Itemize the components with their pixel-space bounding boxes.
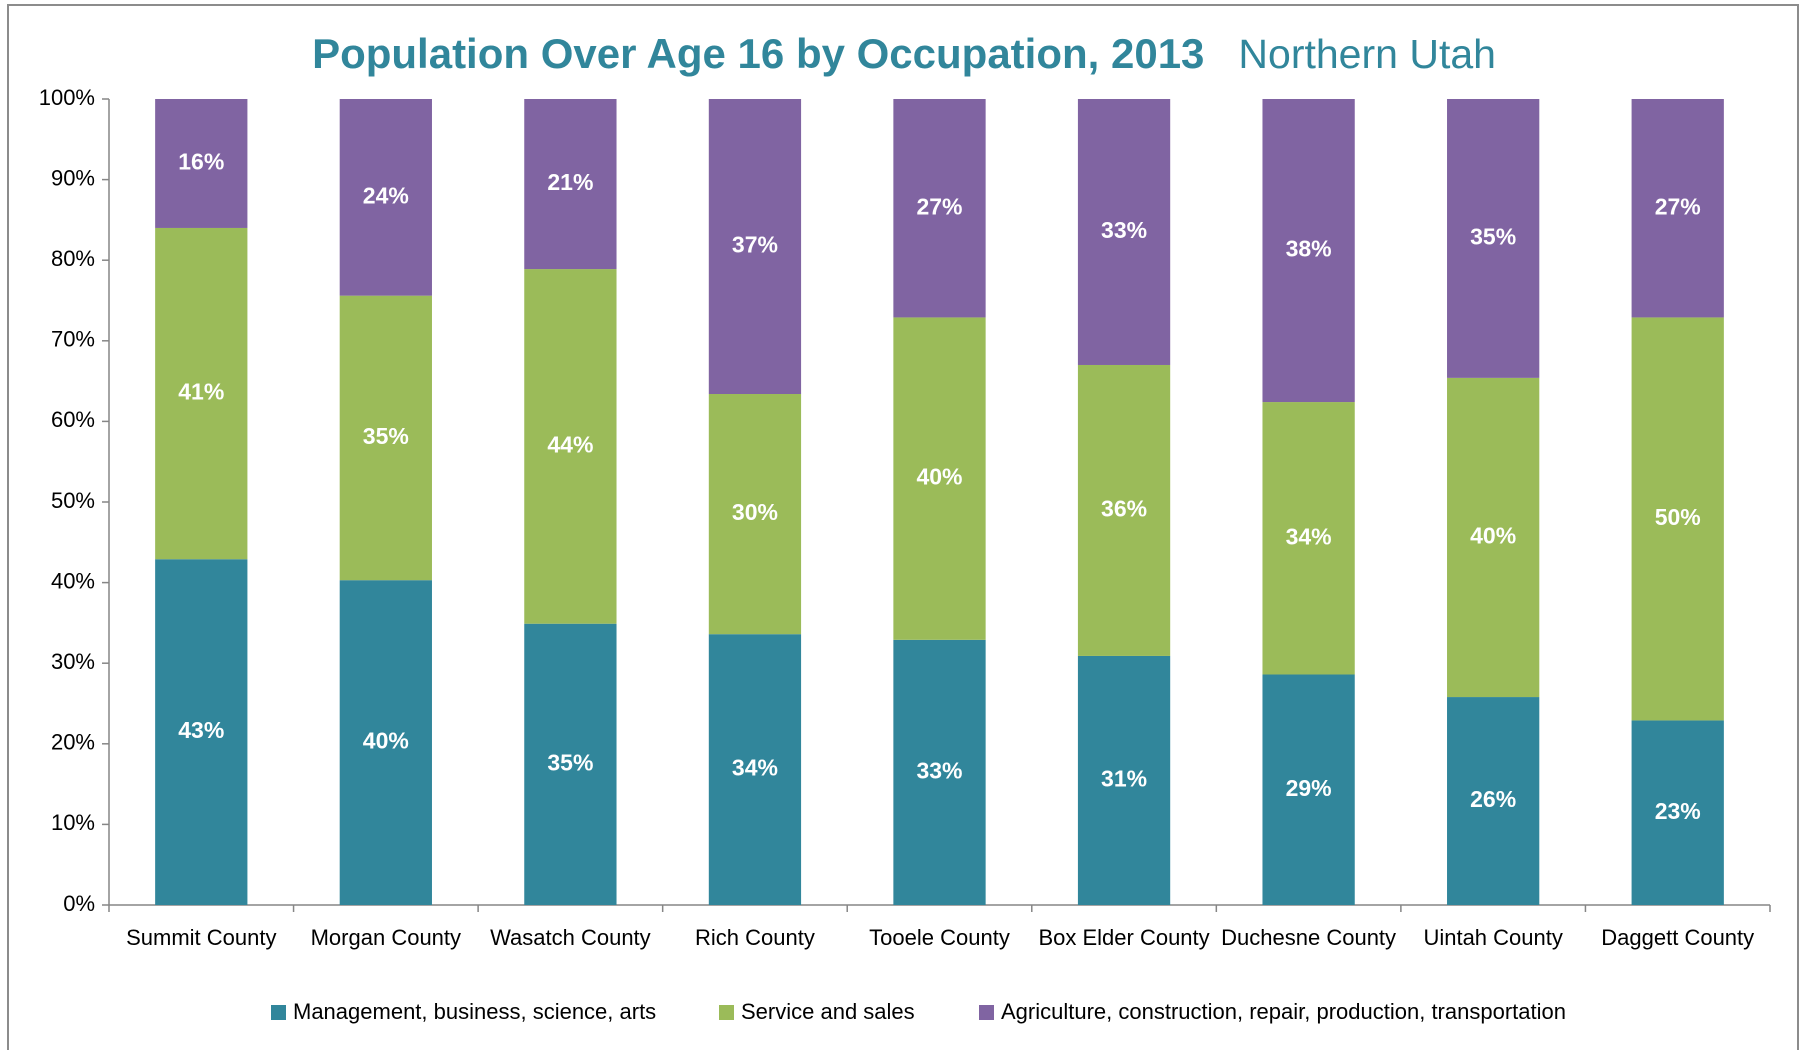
data-label: 29%: [1286, 775, 1332, 801]
data-label: 40%: [916, 464, 962, 490]
x-tick-label: Daggett County: [1601, 925, 1754, 950]
data-label: 40%: [1470, 523, 1516, 549]
legend-swatch: [719, 1005, 734, 1020]
x-tick-label: Box Elder County: [1038, 925, 1209, 950]
x-tick-label: Summit County: [126, 925, 276, 950]
y-tick-label: 40%: [51, 568, 95, 593]
y-tick-label: 90%: [51, 165, 95, 190]
data-label: 40%: [363, 728, 409, 754]
data-label: 24%: [363, 182, 409, 208]
data-label: 34%: [1286, 523, 1332, 549]
data-label: 37%: [732, 232, 778, 258]
legend-swatch: [979, 1005, 994, 1020]
data-label: 38%: [1286, 236, 1332, 262]
x-tick-label: Wasatch County: [490, 925, 651, 950]
x-tick-label: Uintah County: [1423, 925, 1562, 950]
data-label: 34%: [732, 755, 778, 781]
x-tick-label: Duchesne County: [1221, 925, 1396, 950]
data-label: 35%: [363, 423, 409, 449]
bar-segment: [524, 623, 617, 905]
bar-segment: [155, 559, 248, 905]
y-tick-label: 50%: [51, 488, 95, 513]
bar-segment: [1631, 99, 1724, 318]
data-label: 36%: [1101, 496, 1147, 522]
bar-segment: [1262, 402, 1355, 675]
data-label: 27%: [916, 193, 962, 219]
chart-title-group: Population Over Age 16 by Occupation, 20…: [312, 30, 1496, 77]
x-tick-label: Rich County: [695, 925, 815, 950]
legend-label: Management, business, science, arts: [293, 999, 656, 1024]
data-label: 43%: [178, 717, 224, 743]
bar-segment: [339, 580, 432, 905]
bar-segment: [1631, 317, 1724, 721]
data-label: 31%: [1101, 766, 1147, 792]
legend-label: Agriculture, construction, repair, produ…: [1001, 999, 1566, 1024]
legend-swatch: [271, 1005, 286, 1020]
y-tick-label: 10%: [51, 810, 95, 835]
y-tick-label: 70%: [51, 327, 95, 352]
bar-segment: [1447, 99, 1540, 378]
data-label: 16%: [178, 149, 224, 175]
bar-segment: [524, 269, 617, 624]
bar-segment: [708, 393, 802, 635]
data-label: 35%: [547, 749, 593, 775]
y-tick-label: 0%: [63, 891, 95, 916]
bar-segment: [524, 99, 617, 270]
chart-title: Population Over Age 16 by Occupation, 20…: [312, 30, 1204, 77]
bar-segment: [1631, 720, 1724, 905]
data-label: 33%: [1101, 217, 1147, 243]
bar-segment: [1447, 377, 1540, 698]
y-tick-label: 20%: [51, 730, 95, 755]
y-tick-label: 80%: [51, 246, 95, 271]
bar-segment: [1077, 655, 1171, 905]
bar-segment: [893, 99, 986, 318]
bar-segment: [339, 99, 432, 296]
data-label: 41%: [178, 379, 224, 405]
data-label: 33%: [916, 757, 962, 783]
data-label: 30%: [732, 499, 778, 525]
bar-segment: [893, 317, 986, 640]
bar-segment: [1077, 99, 1171, 365]
data-label: 50%: [1655, 504, 1701, 530]
data-label: 21%: [547, 169, 593, 195]
legend-label: Service and sales: [741, 999, 915, 1024]
bar-segment: [1077, 364, 1171, 656]
chart-frame: [7, 4, 1799, 1050]
data-label: 35%: [1470, 224, 1516, 250]
bar-segment: [893, 639, 986, 905]
bar-segment: [339, 295, 432, 581]
chart-subtitle: Northern Utah: [1238, 31, 1496, 77]
y-tick-label: 100%: [39, 85, 95, 110]
y-tick-label: 30%: [51, 649, 95, 674]
bar-segment: [708, 99, 802, 394]
bar-segment: [1262, 99, 1355, 403]
bar-segment: [155, 99, 248, 228]
bar-segment: [155, 227, 248, 560]
x-tick-label: Morgan County: [311, 925, 461, 950]
bar-segment: [1262, 674, 1355, 905]
bar-segment: [1447, 697, 1540, 905]
data-label: 44%: [547, 431, 593, 457]
data-label: 26%: [1470, 786, 1516, 812]
data-label: 27%: [1655, 193, 1701, 219]
y-tick-label: 60%: [51, 407, 95, 432]
x-tick-label: Tooele County: [869, 925, 1010, 950]
bar-segment: [708, 634, 802, 905]
data-label: 23%: [1655, 798, 1701, 824]
